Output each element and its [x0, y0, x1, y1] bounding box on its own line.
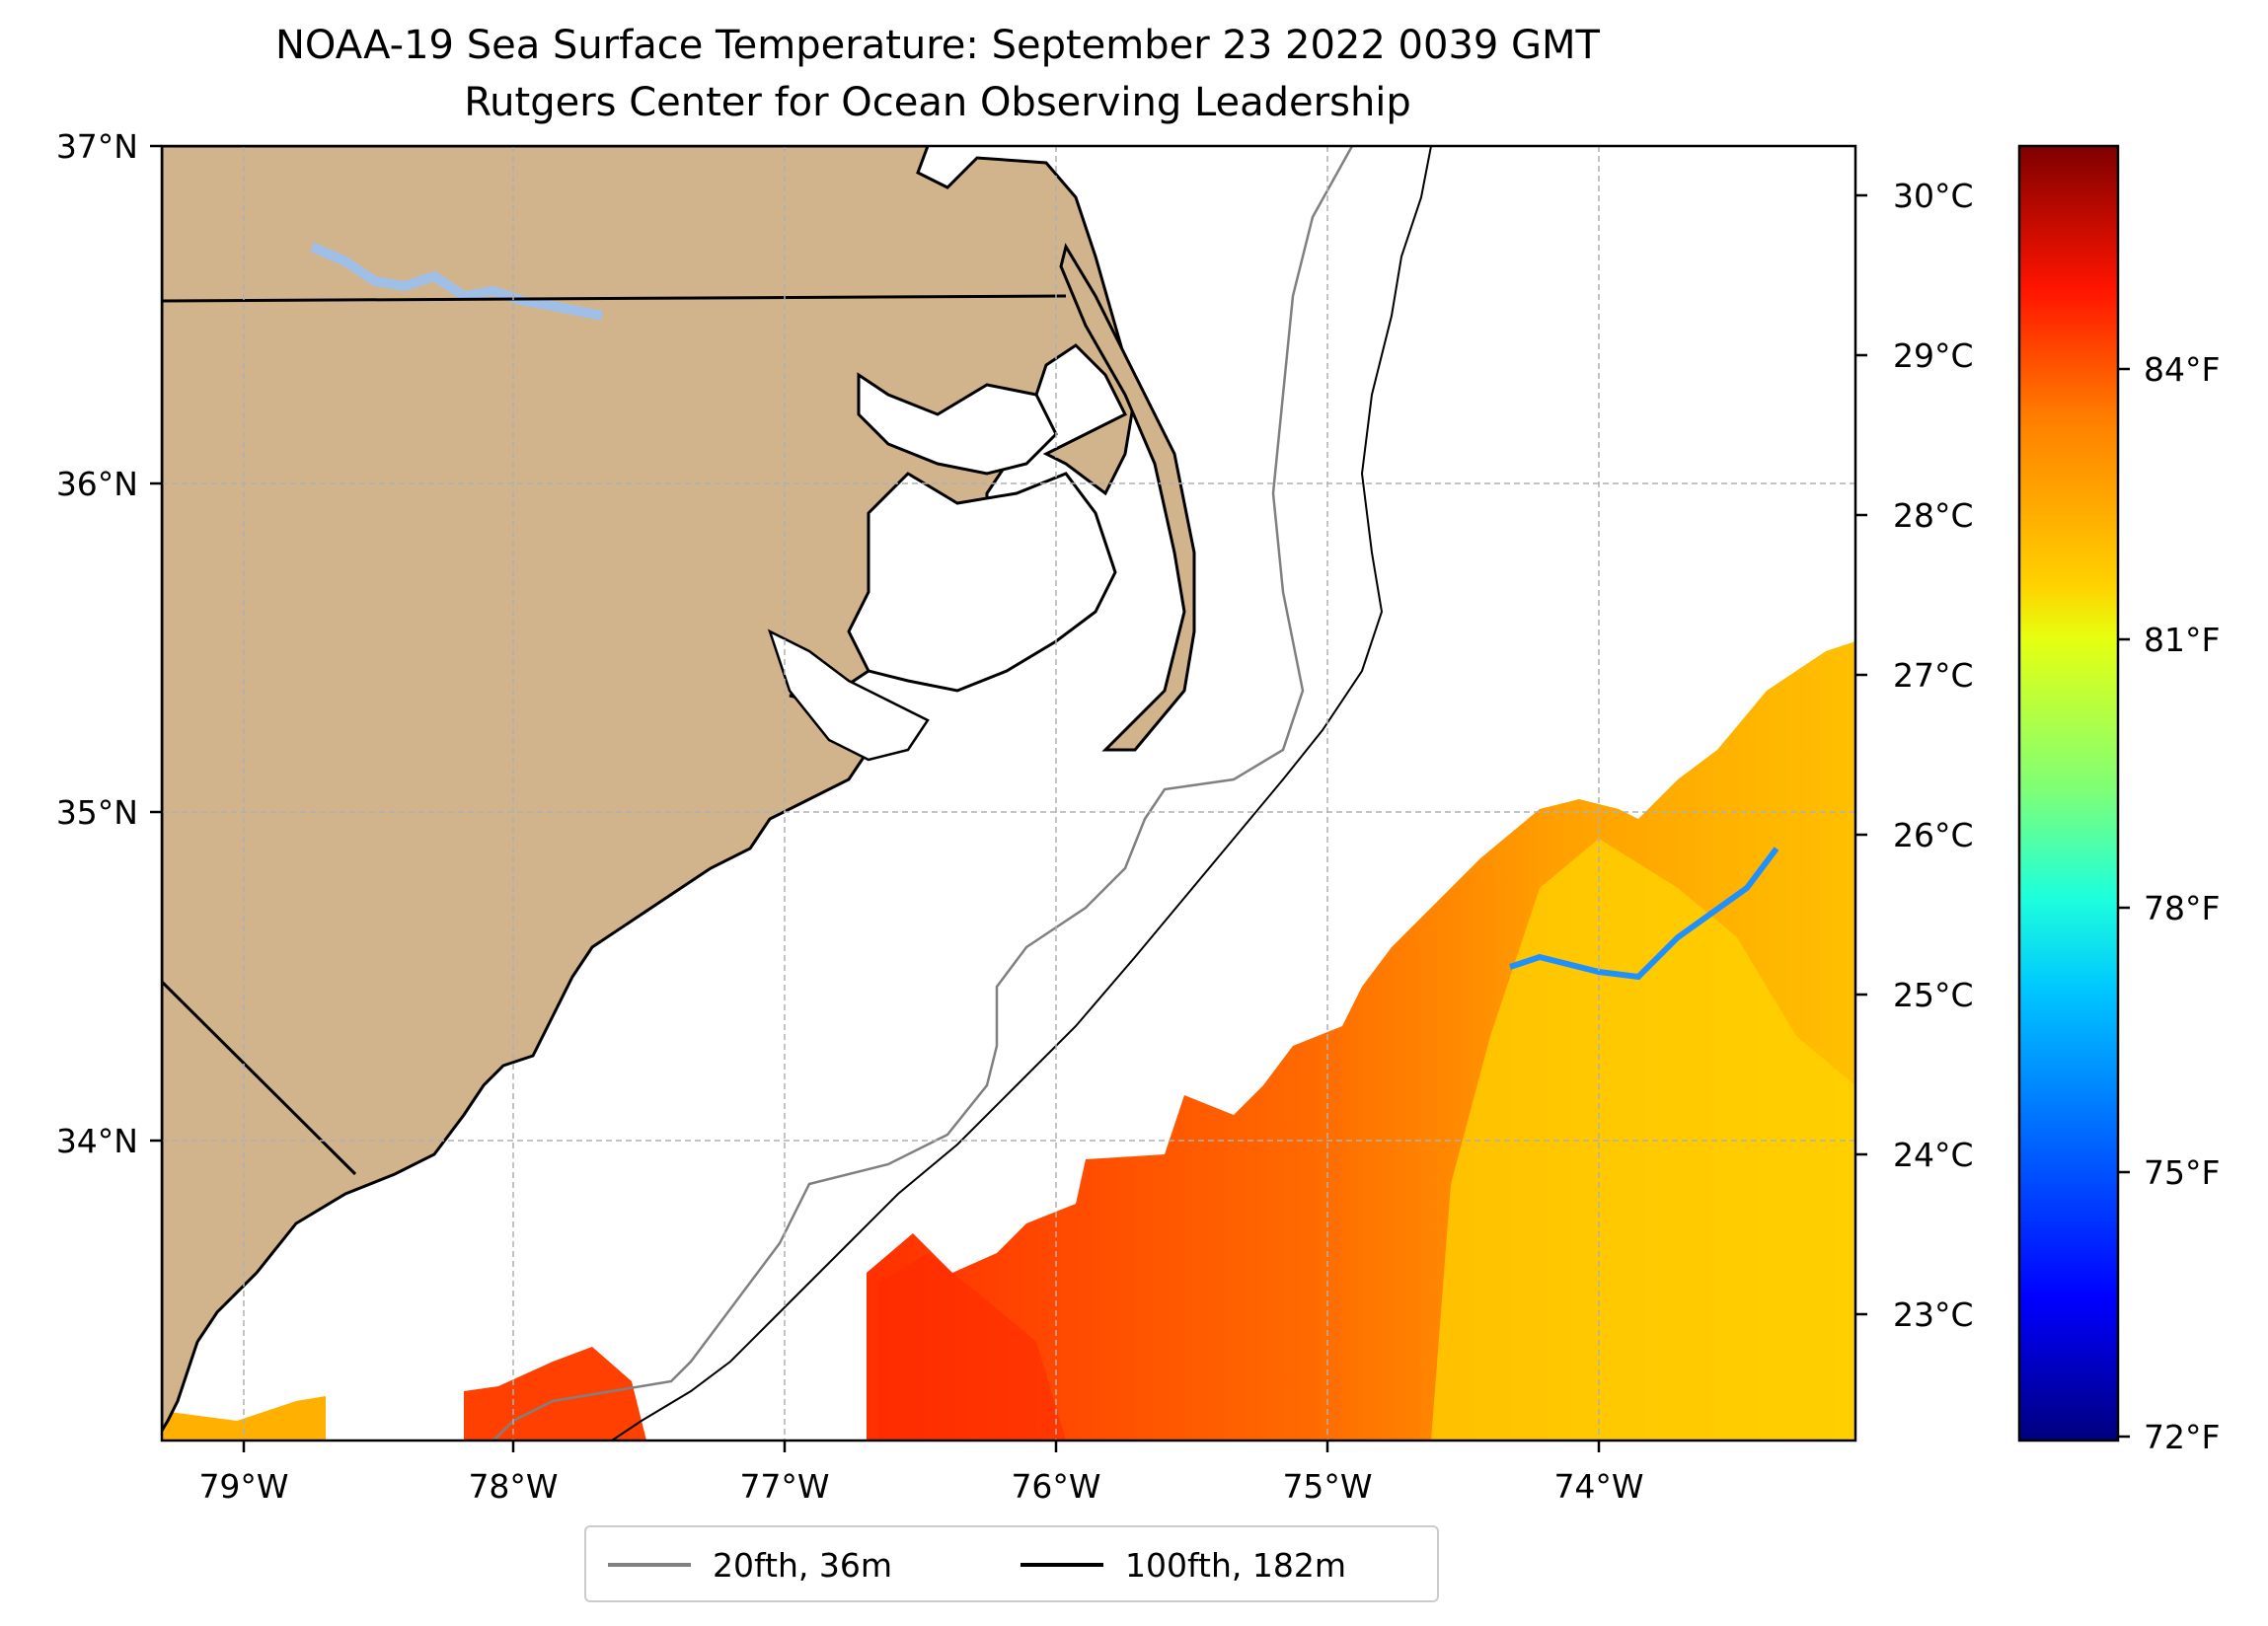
land-outer-banks	[1059, 243, 1196, 752]
lon-label-79: 79°W	[198, 1467, 288, 1506]
isobath-20fth	[492, 146, 1354, 1441]
fahrenheit-ticks	[2118, 367, 2130, 1439]
lon-label-76: 76°W	[1011, 1467, 1100, 1506]
sst-cold-edge	[1509, 847, 1779, 981]
celsius-ticks	[1855, 193, 1867, 1316]
sst-southwest-patch	[162, 1396, 326, 1441]
fahrenheit-label-81: 81°F	[2144, 621, 2220, 659]
albemarle-sound-water	[857, 372, 1058, 476]
fahrenheit-label-75: 75°F	[2144, 1153, 2220, 1192]
lat-label-35: 35°N	[56, 793, 138, 832]
celsius-label-23: 23°C	[1893, 1295, 1974, 1334]
lon-label-75: 75°W	[1282, 1467, 1372, 1506]
celsius-label-29: 29°C	[1893, 336, 1974, 375]
legend-line-gray	[608, 1563, 691, 1567]
legend-item-100fth: 100fth, 182m	[1021, 1545, 1346, 1585]
lon-label-74: 74°W	[1553, 1467, 1643, 1506]
legend-item-20fth: 20fth, 36m	[608, 1545, 892, 1585]
fahrenheit-label-78: 78°F	[2144, 889, 2220, 927]
legend-label-20fth: 20fth, 36m	[713, 1545, 892, 1585]
neuse-river-water	[767, 628, 930, 762]
lat-label-37: 37°N	[56, 127, 138, 166]
map-frame	[160, 144, 1857, 1442]
sst-yellow-band	[1431, 839, 1855, 1441]
lon-label-77: 77°W	[739, 1467, 829, 1506]
celsius-label-27: 27°C	[1893, 656, 1974, 695]
celsius-label-26: 26°C	[1893, 816, 1974, 854]
pamlico-sound-water	[847, 472, 1117, 693]
legend-line-black	[1021, 1563, 1103, 1567]
map-plot-area	[162, 146, 1855, 1441]
lat-label-34: 34°N	[56, 1122, 138, 1160]
gridlines	[162, 146, 1855, 1441]
lat-label-36: 36°N	[56, 465, 138, 503]
isobath-legend: 20fth, 36m 100fth, 182m	[584, 1525, 1439, 1602]
colorbar	[2017, 144, 2120, 1442]
lake-gaston	[309, 242, 603, 321]
state-border-nc-sc	[162, 980, 357, 1176]
state-border-va-nc	[162, 294, 1067, 303]
celsius-label-25: 25°C	[1893, 976, 1974, 1014]
map-subtitle: Rutgers Center for Ocean Observing Leade…	[464, 80, 1411, 125]
fahrenheit-label-84: 84°F	[2144, 350, 2220, 389]
lon-label-78: 78°W	[468, 1467, 558, 1506]
celsius-label-28: 28°C	[1893, 496, 1974, 535]
celsius-label-24: 24°C	[1893, 1136, 1974, 1174]
sst-south-patch	[464, 1347, 646, 1441]
sst-red-core	[878, 1253, 1066, 1441]
isobath-100fth	[611, 146, 1432, 1441]
map-title: NOAA-19 Sea Surface Temperature: Septemb…	[275, 23, 1600, 68]
legend-label-100fth: 100fth, 182m	[1125, 1545, 1346, 1585]
fahrenheit-label-72: 72°F	[2144, 1418, 2220, 1456]
celsius-label-30: 30°C	[1893, 177, 1974, 215]
axis-ticks	[150, 144, 1601, 1452]
